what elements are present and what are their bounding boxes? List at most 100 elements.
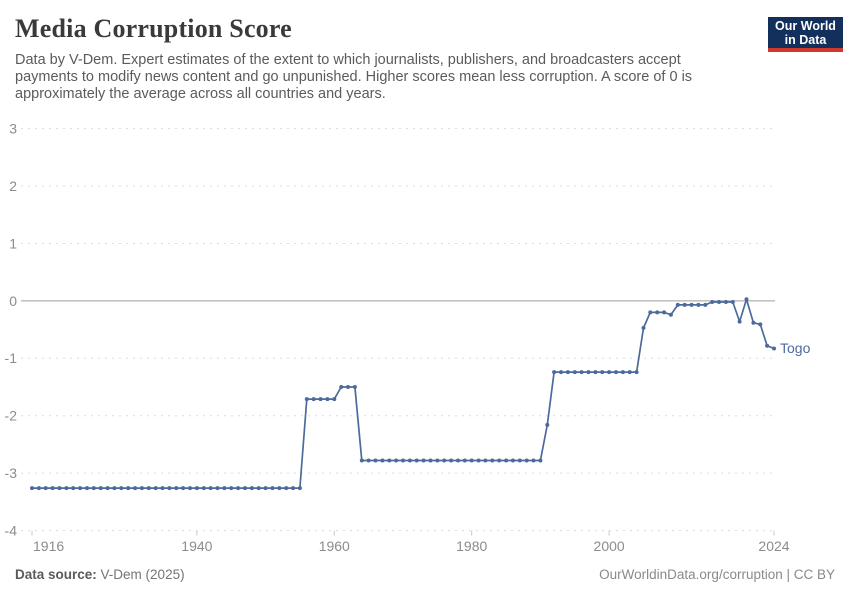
data-point-marker <box>565 370 570 375</box>
data-point-marker <box>270 486 275 491</box>
data-point-marker <box>772 346 776 351</box>
data-point-marker <box>284 486 289 491</box>
data-point-marker <box>641 325 646 330</box>
owid-logo-line2: in Data <box>784 32 827 47</box>
data-point-marker <box>243 486 247 491</box>
y-tick-label: -2 <box>5 408 18 424</box>
y-tick-label: 0 <box>9 293 17 309</box>
data-point-marker <box>181 486 186 491</box>
data-point-marker <box>174 486 179 491</box>
owid-logo-line1: Our World <box>775 18 836 33</box>
owid-logo-stripe <box>768 48 843 52</box>
data-point-marker <box>387 458 392 463</box>
y-tick-label: -1 <box>5 350 18 366</box>
data-point-marker <box>758 322 763 327</box>
data-point-marker <box>318 397 323 402</box>
license-link[interactable]: OurWorldinData.org/corruption | CC BY <box>599 567 835 582</box>
data-point-marker <box>297 486 302 491</box>
data-point-marker <box>620 370 625 375</box>
data-point-marker <box>600 370 605 375</box>
data-point-marker <box>662 310 667 315</box>
data-point-marker <box>559 370 563 375</box>
x-tick-label: 1960 <box>319 538 350 554</box>
data-point-marker <box>277 486 282 491</box>
data-point-marker <box>30 486 34 491</box>
data-point-marker <box>510 458 515 463</box>
owid-logo[interactable]: Our World in Data <box>768 17 843 52</box>
data-point-marker <box>380 458 385 463</box>
data-point-marker <box>723 300 728 304</box>
data-point-marker <box>112 486 117 491</box>
data-source-link[interactable]: V-Dem (2025) <box>100 567 185 582</box>
data-point-marker <box>78 486 83 491</box>
data-point-marker <box>483 458 488 463</box>
y-tick-label: -3 <box>5 465 18 481</box>
data-point-marker <box>153 486 158 491</box>
data-point-marker <box>50 486 55 491</box>
data-point-marker <box>689 302 694 307</box>
data-point-marker <box>490 458 495 463</box>
data-point-marker <box>311 397 316 402</box>
data-point-marker <box>332 397 337 402</box>
data-point-marker <box>229 486 234 491</box>
data-point-marker <box>593 370 598 375</box>
data-point-marker <box>373 458 378 463</box>
y-tick-label: 1 <box>9 235 17 251</box>
data-point-marker <box>579 370 584 375</box>
data-point-marker <box>648 310 653 315</box>
data-point-marker <box>36 486 41 491</box>
data-point-marker <box>249 486 254 491</box>
data-point-marker <box>717 300 721 304</box>
data-point-marker <box>627 370 632 375</box>
data-point-marker <box>456 458 460 463</box>
data-point-marker <box>524 458 529 463</box>
data-point-marker <box>607 370 612 375</box>
data-point-marker <box>57 486 62 491</box>
page-title: Media Corruption Score <box>15 14 292 43</box>
data-point-marker <box>675 302 680 307</box>
owid-logo-box: Our World in Data <box>768 17 843 48</box>
data-point-marker <box>160 486 165 491</box>
data-point-marker <box>552 370 557 375</box>
data-point-marker <box>105 486 110 491</box>
chart-area: 3 2 1 0 -1 -2 -3 -4 1916 1940 1960 1980 2000 2024 Togo <box>0 112 850 572</box>
data-point-marker <box>572 370 577 375</box>
data-point-marker <box>751 320 756 325</box>
data-point-marker <box>208 486 213 491</box>
data-point-marker <box>696 302 701 307</box>
data-point-marker <box>394 458 399 463</box>
data-point-marker <box>188 486 192 491</box>
y-tick-label: 2 <box>9 178 17 194</box>
x-tick-label: 2024 <box>758 538 789 554</box>
data-point-marker <box>614 370 618 375</box>
data-point-marker <box>469 458 474 463</box>
data-point-marker <box>352 385 357 389</box>
data-point-marker <box>346 385 350 389</box>
data-point-marker <box>710 300 715 304</box>
series-end-label[interactable]: Togo <box>780 340 811 356</box>
data-point-marker <box>304 397 309 402</box>
data-point-marker <box>737 319 742 324</box>
line-chart-canvas[interactable]: 3 2 1 0 -1 -2 -3 -4 1916 1940 1960 1980 2000 2024 Togo <box>0 112 850 572</box>
y-tick-label: 3 <box>9 120 17 136</box>
data-point-marker <box>236 486 241 491</box>
data-point-marker <box>462 458 467 463</box>
data-point-marker <box>730 300 735 304</box>
data-point-marker <box>91 486 96 491</box>
data-point-marker <box>428 458 433 463</box>
data-point-marker <box>531 458 536 463</box>
data-point-marker <box>655 310 660 315</box>
data-point-marker <box>139 486 144 491</box>
data-point-marker <box>359 458 364 463</box>
chart-subtitle: Data by V-Dem. Expert estimates of the e… <box>15 52 693 102</box>
data-point-marker <box>85 486 89 491</box>
data-point-marker <box>668 312 673 317</box>
data-point-marker <box>435 458 440 463</box>
data-point-marker <box>421 458 426 463</box>
data-point-marker <box>703 302 708 307</box>
data-point-marker <box>634 370 639 375</box>
data-source: Data source: V-Dem (2025) <box>15 567 185 582</box>
data-point-marker <box>442 458 447 463</box>
data-point-marker <box>401 458 405 463</box>
